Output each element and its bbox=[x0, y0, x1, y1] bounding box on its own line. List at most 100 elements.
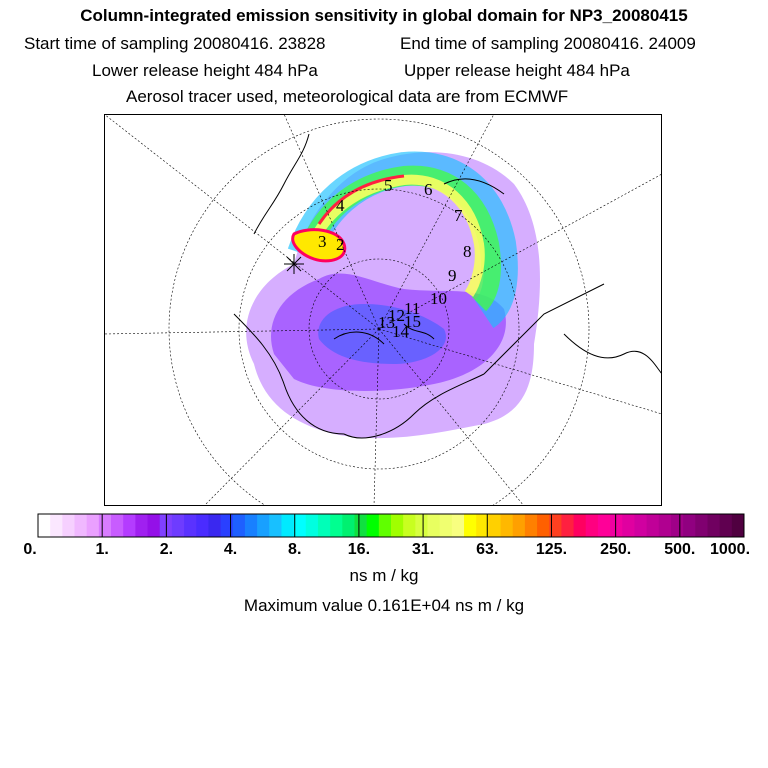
max-value-label: Maximum value 0.161E+04 ns m / kg bbox=[243, 596, 525, 615]
colorbar-swatch bbox=[208, 514, 222, 537]
colorbar-swatch bbox=[683, 514, 696, 537]
colorbar-swatch bbox=[610, 514, 623, 537]
track-label: 6 bbox=[424, 180, 433, 199]
colorbar-swatch bbox=[585, 514, 599, 537]
colorbar-tick-label: 16. bbox=[348, 541, 370, 558]
colorbar-swatch bbox=[98, 514, 112, 537]
plume-blue bbox=[318, 304, 446, 364]
colorbar-swatch bbox=[354, 514, 368, 537]
tracer-label: Aerosol tracer used, meteorological data… bbox=[126, 87, 569, 106]
colorbar-swatch bbox=[512, 514, 526, 537]
colorbar-swatch bbox=[378, 514, 392, 537]
colorbar-swatch bbox=[220, 514, 234, 537]
colorbar-tick-label: 4. bbox=[224, 541, 237, 558]
colorbar-tick-label: 250. bbox=[600, 541, 631, 558]
colorbar-tick-label: 31. bbox=[412, 541, 434, 558]
colorbar-swatch bbox=[451, 514, 465, 537]
colorbar-tick-label: 1. bbox=[96, 541, 109, 558]
coastlines bbox=[233, 133, 662, 439]
colorbar-swatch bbox=[171, 514, 185, 537]
colorbar-swatch bbox=[366, 514, 380, 537]
colorbar-swatch bbox=[537, 514, 550, 537]
end-time-label: End time of sampling 20080416. 24009 bbox=[400, 34, 696, 53]
colorbar-swatch bbox=[488, 514, 502, 537]
colorbar-swatch bbox=[342, 514, 355, 537]
colorbar-swatch bbox=[634, 514, 648, 537]
colorbar-swatch bbox=[597, 514, 611, 537]
colorbar-swatch bbox=[719, 514, 733, 537]
colorbar-swatch bbox=[622, 514, 635, 537]
colorbar-tick-label: 8. bbox=[288, 541, 301, 558]
colorbar-swatch bbox=[269, 514, 282, 537]
colorbar-swatch bbox=[476, 514, 489, 537]
track-label: 4 bbox=[336, 196, 345, 215]
colorbar-swatch bbox=[707, 514, 721, 537]
colorbar-swatch bbox=[38, 514, 51, 537]
colorbar-tick-label: 125. bbox=[536, 541, 567, 558]
track-label: 11 bbox=[404, 299, 420, 318]
track-label: 2 bbox=[336, 235, 345, 254]
colorbar-swatch bbox=[281, 514, 295, 537]
colorbar-swatch bbox=[524, 514, 538, 537]
track-label: 14 bbox=[392, 322, 410, 341]
colorbar-swatch bbox=[573, 514, 587, 537]
colorbar-tick-label: 0. bbox=[23, 541, 36, 558]
lower-release-label: Lower release height 484 hPa bbox=[92, 61, 318, 80]
colorbar-swatch bbox=[658, 514, 672, 537]
colorbar-swatch bbox=[244, 514, 258, 537]
colorbar-swatch bbox=[123, 514, 136, 537]
plume-arc-yellow bbox=[309, 174, 485, 297]
colorbar-swatch bbox=[731, 514, 745, 537]
colorbar-swatch bbox=[646, 514, 660, 537]
plume-hook bbox=[291, 228, 347, 263]
release-star-icon bbox=[284, 254, 304, 274]
colorbar-swatch bbox=[330, 514, 343, 537]
colorbar-swatch bbox=[391, 514, 404, 537]
colorbar-swatch bbox=[184, 514, 197, 537]
colorbar-swatch bbox=[464, 514, 477, 537]
colorbar-swatch bbox=[561, 514, 575, 537]
graticule-meridians bbox=[104, 114, 662, 506]
track-label: 3 bbox=[318, 232, 327, 251]
colorbar-swatch bbox=[232, 514, 246, 537]
graticule-parallels bbox=[168, 118, 590, 506]
chart-title: Column-integrated emission sensitivity i… bbox=[80, 6, 688, 25]
colorbar-swatch bbox=[670, 514, 684, 537]
colorbar-swatch bbox=[695, 514, 708, 537]
colorbar-swatch bbox=[415, 514, 429, 537]
colorbar-swatch bbox=[317, 514, 331, 537]
colorbar-swatch bbox=[135, 514, 149, 537]
upper-release-label: Upper release height 484 hPa bbox=[404, 61, 630, 80]
colorbar-swatch bbox=[147, 514, 161, 537]
colorbar-swatch bbox=[62, 514, 76, 537]
colorbar-tick-label: 2. bbox=[160, 541, 173, 558]
colorbar-swatch bbox=[50, 514, 63, 537]
colorbar-swatch bbox=[500, 514, 514, 537]
colorbar-swatch bbox=[439, 514, 453, 537]
colorbar-swatch bbox=[403, 514, 416, 537]
track-label: 15 bbox=[404, 312, 421, 331]
colorbar-swatch bbox=[257, 514, 270, 537]
colorbar-tick-label: 1000. bbox=[710, 541, 750, 558]
colorbar-swatch bbox=[293, 514, 307, 537]
track-label: 7 bbox=[454, 206, 463, 225]
colorbar-swatch bbox=[549, 514, 562, 537]
track-label: 8 bbox=[463, 242, 472, 261]
plume-arc-red bbox=[317, 174, 405, 225]
colorbar-swatch bbox=[196, 514, 209, 537]
colorbar-swatch bbox=[86, 514, 100, 537]
track-label: 12 bbox=[388, 306, 405, 325]
colorbar-swatch bbox=[111, 514, 124, 537]
colorbar-swatch bbox=[74, 514, 88, 537]
colorbar-tick-label: 500. bbox=[664, 541, 695, 558]
colorbar-swatch bbox=[427, 514, 441, 537]
track-label: 10 bbox=[430, 289, 447, 308]
track-label: 5 bbox=[384, 176, 393, 195]
track-label: 13 bbox=[378, 313, 395, 332]
colorbar-tick-label: 63. bbox=[476, 541, 498, 558]
units-label: ns m / kg bbox=[349, 566, 419, 585]
colorbar-swatch bbox=[305, 514, 319, 537]
start-time-label: Start time of sampling 20080416. 23828 bbox=[24, 34, 326, 53]
